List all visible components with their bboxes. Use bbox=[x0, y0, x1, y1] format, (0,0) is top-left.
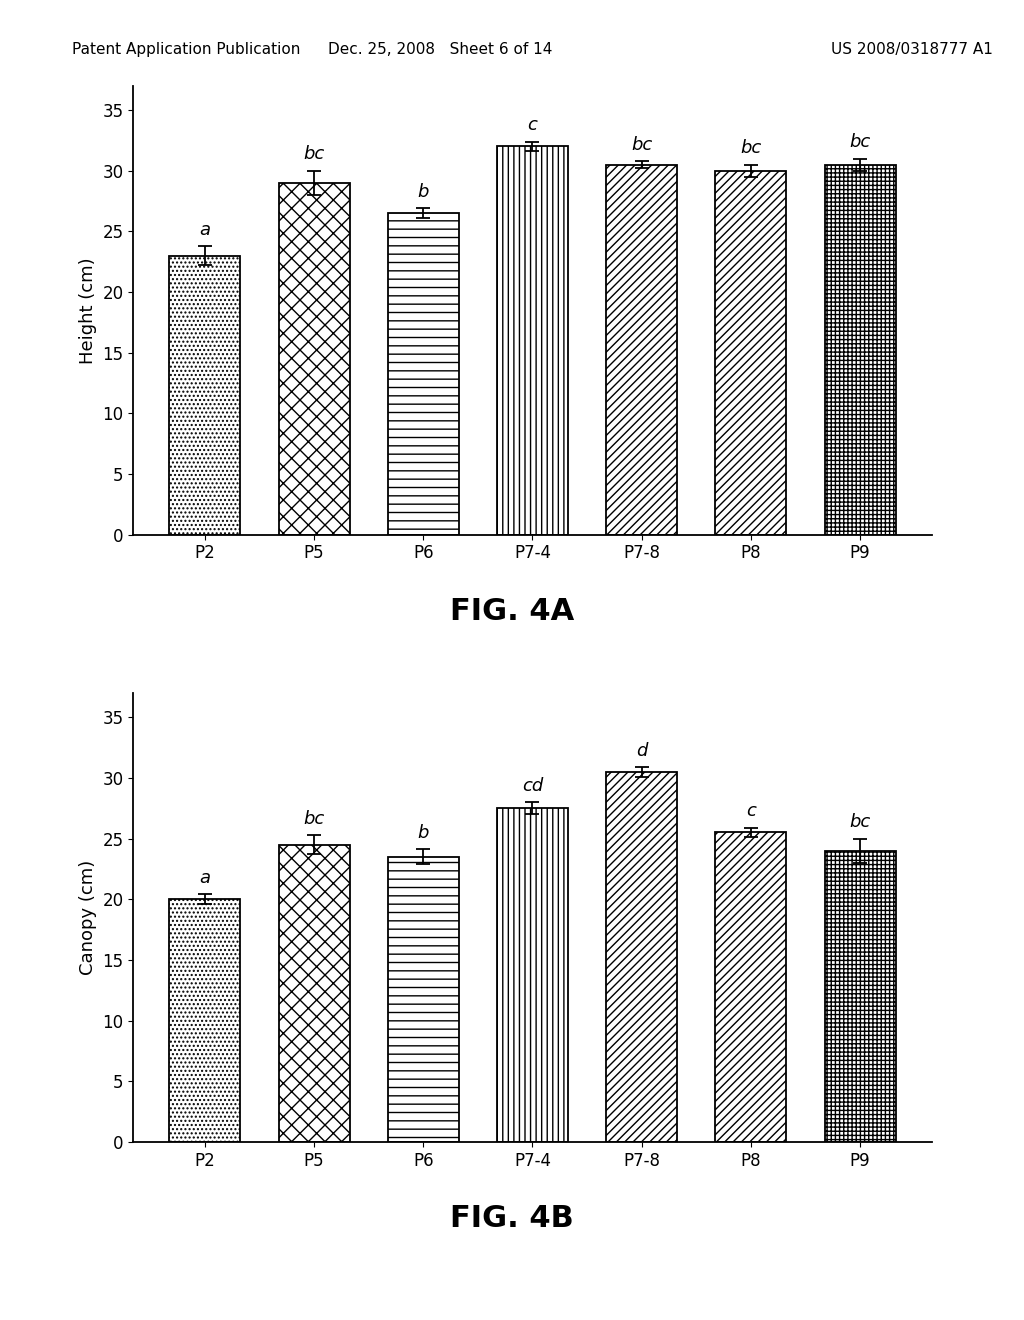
Text: b: b bbox=[418, 183, 429, 201]
Text: d: d bbox=[636, 742, 647, 760]
Bar bbox=[169, 899, 241, 1142]
Text: c: c bbox=[745, 803, 756, 820]
Text: bc: bc bbox=[740, 140, 762, 157]
Text: bc: bc bbox=[303, 809, 325, 828]
Bar bbox=[279, 183, 349, 535]
Text: a: a bbox=[200, 220, 210, 239]
Text: FIG. 4A: FIG. 4A bbox=[450, 597, 574, 626]
Text: cd: cd bbox=[522, 777, 543, 795]
Bar bbox=[606, 165, 677, 535]
Bar bbox=[606, 772, 677, 1142]
Text: bc: bc bbox=[850, 813, 870, 832]
Text: bc: bc bbox=[850, 133, 870, 152]
Bar bbox=[388, 213, 459, 535]
Bar bbox=[716, 833, 786, 1142]
Bar bbox=[279, 845, 349, 1142]
Text: bc: bc bbox=[303, 145, 325, 164]
Text: Dec. 25, 2008   Sheet 6 of 14: Dec. 25, 2008 Sheet 6 of 14 bbox=[328, 42, 553, 57]
Text: FIG. 4B: FIG. 4B bbox=[451, 1204, 573, 1233]
Bar bbox=[497, 147, 568, 535]
Text: b: b bbox=[418, 824, 429, 842]
Bar bbox=[388, 857, 459, 1142]
Text: US 2008/0318777 A1: US 2008/0318777 A1 bbox=[831, 42, 993, 57]
Bar bbox=[716, 170, 786, 535]
Bar bbox=[824, 850, 896, 1142]
Text: Patent Application Publication: Patent Application Publication bbox=[72, 42, 300, 57]
Text: c: c bbox=[527, 116, 538, 135]
Bar bbox=[169, 256, 241, 535]
Y-axis label: Canopy (cm): Canopy (cm) bbox=[79, 859, 96, 975]
Bar bbox=[824, 165, 896, 535]
Y-axis label: Height (cm): Height (cm) bbox=[79, 257, 96, 363]
Text: a: a bbox=[200, 869, 210, 887]
Bar bbox=[497, 808, 568, 1142]
Text: bc: bc bbox=[631, 136, 652, 153]
